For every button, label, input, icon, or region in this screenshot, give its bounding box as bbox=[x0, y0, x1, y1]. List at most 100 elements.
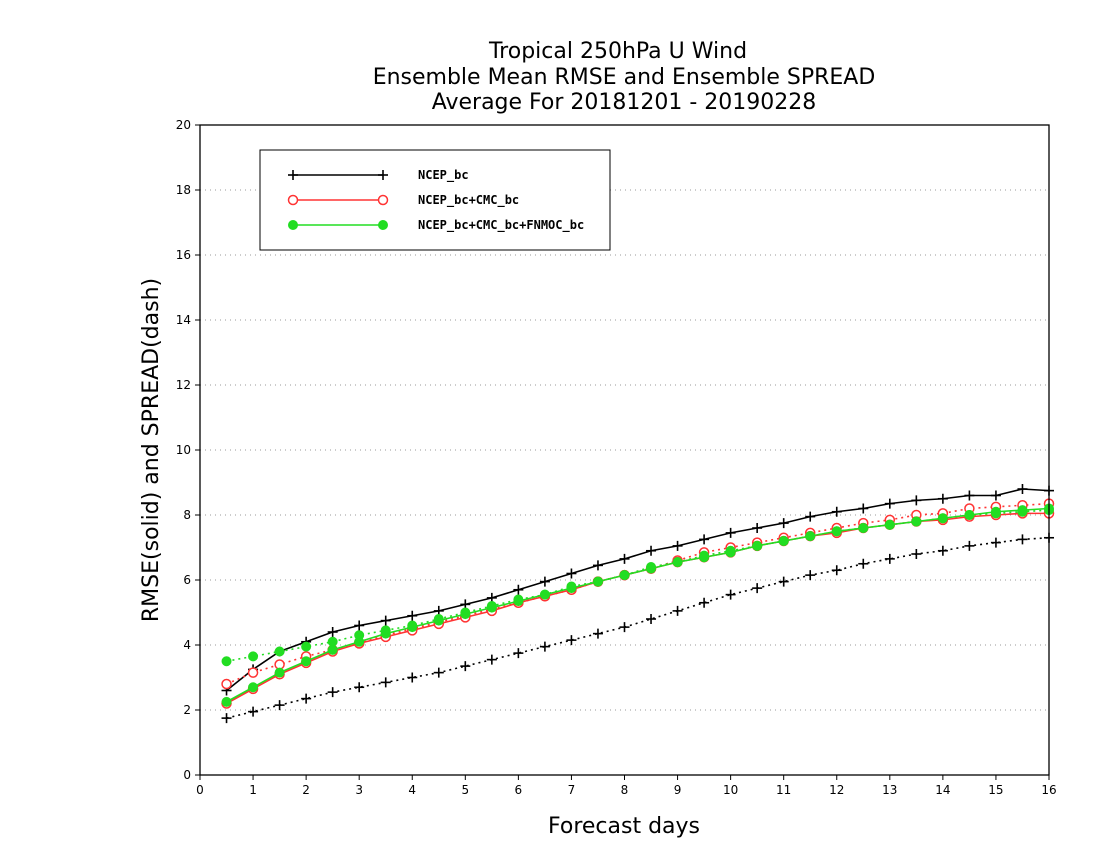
chart-title: Tropical 250hPa U Wind Ensemble Mean RMS… bbox=[373, 39, 876, 115]
series-1-rmse-point bbox=[831, 506, 842, 517]
x-tick-label: 0 bbox=[196, 783, 204, 797]
series-1-spread-point bbox=[486, 654, 497, 665]
series-1-spread-point bbox=[672, 605, 683, 616]
series-1-spread-point bbox=[248, 706, 259, 717]
y-tick-label: 20 bbox=[176, 118, 191, 132]
series-1-spread-point bbox=[354, 682, 365, 693]
series-1-spread-point bbox=[460, 661, 471, 672]
series-3-rmse-line bbox=[226, 507, 1050, 703]
series-1-rmse-point bbox=[990, 490, 1001, 501]
x-tick-label: 7 bbox=[568, 783, 576, 797]
series-1-spread-point bbox=[646, 614, 657, 624]
series-3-rmse-point bbox=[964, 510, 975, 520]
series-1-spread-point bbox=[725, 589, 736, 600]
y-tick-label: 10 bbox=[176, 443, 191, 457]
series-1-rmse-point bbox=[539, 576, 550, 587]
series-1-rmse-point bbox=[646, 545, 657, 556]
series-3-rmse-point bbox=[433, 615, 444, 626]
x-tick-label: 8 bbox=[621, 783, 629, 797]
series-1-rmse-point bbox=[858, 503, 869, 514]
x-tick-label: 12 bbox=[829, 783, 844, 797]
series-1-rmse-point bbox=[964, 490, 975, 501]
series-1-spread-point bbox=[752, 583, 763, 594]
series-3-spread-point bbox=[221, 656, 232, 667]
x-tick-label: 16 bbox=[1041, 783, 1056, 797]
series-1-rmse-point bbox=[354, 620, 365, 631]
series-2-spread-point bbox=[221, 678, 232, 690]
title-line-2: Ensemble Mean RMSE and Ensemble SPREAD bbox=[373, 65, 876, 90]
x-tick-label: 6 bbox=[515, 783, 523, 797]
series-3-rmse bbox=[221, 503, 1054, 707]
x-axis: 0 1 2 3 4 5 6 7 8 9 10 11 12 13 14 15 16 bbox=[196, 775, 1057, 797]
series-3-rmse-point bbox=[566, 583, 577, 594]
series-1-rmse-point bbox=[778, 518, 789, 529]
series-1-rmse-point bbox=[380, 615, 391, 626]
legend-label: NCEP_bc bbox=[418, 168, 469, 183]
series-1-spread-point bbox=[566, 635, 577, 646]
series-3-rmse-point bbox=[831, 526, 842, 537]
legend-label: NCEP_bc+CMC_bc+FNMOC_bc bbox=[418, 218, 584, 233]
series-3-rmse-point bbox=[937, 513, 948, 524]
series-1-spread-point bbox=[407, 672, 418, 683]
series-1-rmse-point bbox=[937, 493, 948, 504]
series-2-rmse-line bbox=[226, 512, 1049, 705]
series-1-spread-point bbox=[433, 667, 444, 678]
series-1-spread-point bbox=[990, 537, 1001, 548]
series-2-spread-line bbox=[226, 502, 1050, 685]
series-1-spread-point bbox=[858, 558, 869, 569]
series-1-rmse bbox=[221, 484, 1054, 696]
series-3-spread-point bbox=[248, 651, 259, 662]
series-3-rmse-point bbox=[380, 628, 391, 639]
series-1-spread-point bbox=[937, 545, 948, 556]
series-1-rmse-point bbox=[752, 523, 763, 533]
series-3-spread-point bbox=[301, 641, 312, 652]
series-1-spread-point bbox=[778, 576, 789, 587]
x-tick-label: 14 bbox=[935, 783, 950, 797]
series-3-rmse-point bbox=[248, 682, 259, 693]
series-3-spread-point bbox=[274, 646, 285, 657]
series-1-spread-point bbox=[301, 693, 312, 704]
series-1-spread bbox=[221, 532, 1054, 724]
y-tick-label: 18 bbox=[176, 183, 191, 197]
legend-marker bbox=[378, 170, 388, 180]
series-1-rmse-point bbox=[805, 511, 816, 522]
series-1-spread-point bbox=[539, 641, 550, 652]
series-1-rmse-point bbox=[513, 584, 524, 595]
series-1-spread-point bbox=[274, 700, 285, 711]
series-3-rmse-point bbox=[672, 557, 683, 568]
legend-marker bbox=[288, 170, 298, 180]
series-3-rmse-point bbox=[407, 622, 418, 633]
series-3-rmse-point bbox=[539, 589, 550, 600]
series-1-spread-point bbox=[592, 628, 603, 639]
series-3-rmse-point bbox=[858, 523, 869, 533]
x-tick-label: 2 bbox=[302, 783, 310, 797]
series-1-rmse-line bbox=[226, 488, 1050, 692]
series-2-rmse bbox=[221, 508, 1055, 709]
y-tick-label: 16 bbox=[176, 248, 191, 262]
series-3-rmse-point bbox=[301, 656, 312, 667]
series-1-spread-point bbox=[619, 622, 630, 633]
x-tick-label: 5 bbox=[461, 783, 469, 797]
series-3-rmse-point bbox=[646, 563, 657, 574]
series-3-rmse-point bbox=[274, 667, 285, 678]
series-1-spread-point bbox=[884, 553, 895, 564]
series-3-rmse-point bbox=[911, 516, 922, 527]
series-3-rmse-point bbox=[1017, 505, 1028, 516]
series-1-rmse-point bbox=[407, 610, 418, 621]
series-1-rmse-point bbox=[699, 534, 710, 545]
series-1-rmse-point bbox=[1017, 484, 1028, 494]
y-tick-label: 6 bbox=[183, 573, 191, 587]
y-tick-label: 2 bbox=[183, 703, 191, 717]
series-1-rmse-point bbox=[884, 498, 895, 509]
series-3-rmse-point bbox=[327, 644, 338, 655]
series-2-spread bbox=[221, 498, 1055, 690]
y-tick-label: 0 bbox=[183, 768, 191, 782]
x-tick-label: 4 bbox=[408, 783, 416, 797]
series-1-spread-point bbox=[911, 549, 922, 559]
x-tick-label: 15 bbox=[988, 783, 1003, 797]
series-1-rmse-point bbox=[592, 560, 603, 571]
series-3-rmse-point bbox=[725, 547, 736, 558]
series-3-rmse-point bbox=[778, 536, 789, 546]
series-3-rmse-point bbox=[805, 531, 816, 542]
series-3-rmse-point bbox=[513, 596, 524, 607]
